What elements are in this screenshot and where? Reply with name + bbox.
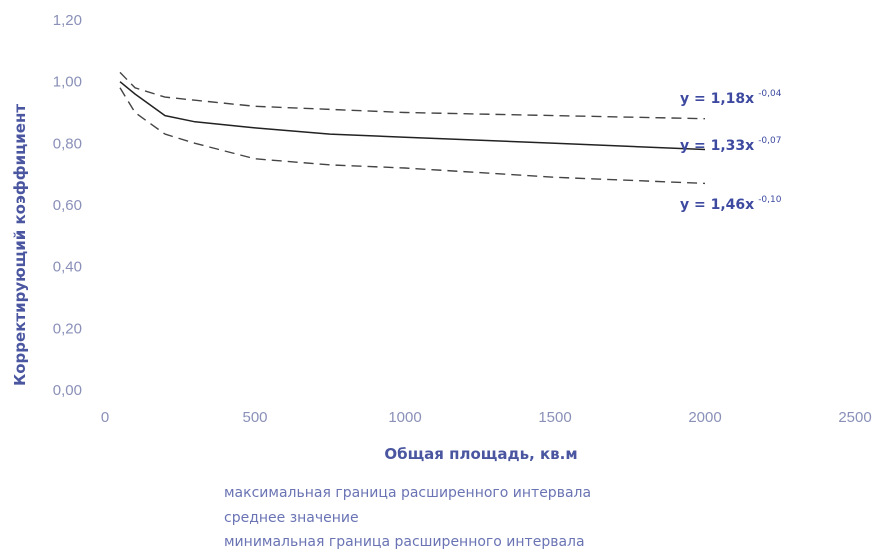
y-tick-label: 1,00 xyxy=(53,74,82,91)
x-tick-label: 500 xyxy=(242,409,267,426)
x-tick-label: 2000 xyxy=(688,409,721,426)
x-tick-labels: 0 500 1000 1500 2000 2500 xyxy=(101,409,872,426)
series-line-min xyxy=(119,87,706,185)
y-tick-label: 0,80 xyxy=(53,135,82,152)
y-tick-label: 0,00 xyxy=(53,382,82,399)
legend-item: минимальная граница расширенного интерва… xyxy=(224,534,585,550)
legend-item: максимальная граница расширенного интерв… xyxy=(224,485,591,501)
legend-item: среднее значение xyxy=(224,510,359,526)
y-tick-label: 1,20 xyxy=(53,12,82,29)
trendline-equation: y = 1,33x xyxy=(680,138,754,154)
legend: максимальная граница расширенного интерв… xyxy=(224,485,591,550)
y-axis-title: Корректирующий коэффициент xyxy=(11,104,29,386)
trendline-equations: y = 1,18x -0,04 y = 1,33x -0,07 y = 1,46x -0,… xyxy=(680,89,782,213)
trendline-exponent: -0,10 xyxy=(758,195,782,205)
y-tick-label: 0,60 xyxy=(53,197,82,214)
trendline-equation: y = 1,18x xyxy=(680,91,754,107)
y-tick-label: 0,40 xyxy=(53,259,82,276)
x-axis-title: Общая площадь, кв.м xyxy=(384,445,577,463)
x-tick-label: 1500 xyxy=(538,409,571,426)
series-line-max xyxy=(119,71,706,120)
series-lines xyxy=(119,71,706,185)
x-tick-label: 0 xyxy=(101,409,109,426)
x-tick-label: 2500 xyxy=(838,409,871,426)
trendline-exponent: -0,04 xyxy=(758,89,782,99)
y-tick-labels: 0,00 0,20 0,40 0,60 0,80 1,00 1,20 xyxy=(53,12,82,399)
series-line-mean xyxy=(119,81,706,151)
trendline-exponent: -0,07 xyxy=(758,136,781,146)
x-tick-label: 1000 xyxy=(388,409,421,426)
trendline-equation: y = 1,46x xyxy=(680,197,754,213)
y-tick-label: 0,20 xyxy=(53,320,82,337)
